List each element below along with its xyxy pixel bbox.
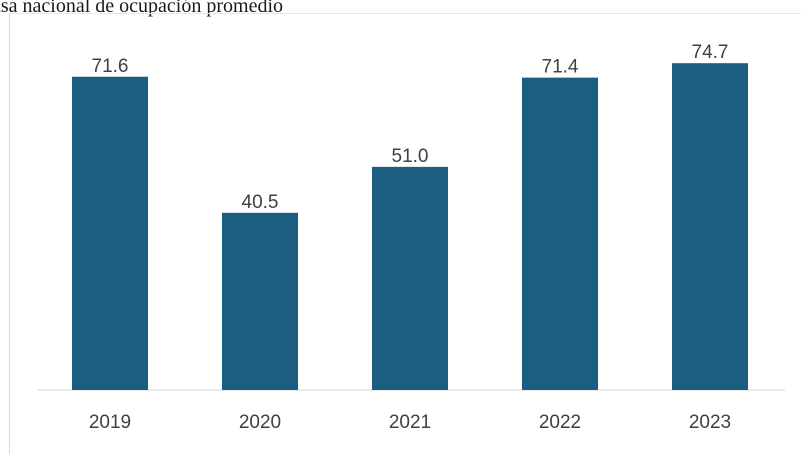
chart-frame [9,13,801,454]
value-label-2021: 51.0 [392,146,429,167]
bar-2022 [522,77,598,390]
x-tick-label-2023: 2023 [689,412,731,433]
x-tick-labels-group: 2019 2020 2021 2022 2023 [89,412,731,433]
value-label-2022: 71.4 [542,57,579,78]
x-tick-label-2019: 2019 [89,412,131,433]
chart-title: asa nacional de ocupación promedio [0,0,283,17]
x-tick-label-2022: 2022 [539,412,581,433]
value-label-2019: 71.6 [92,56,129,77]
value-label-2020: 40.5 [242,192,279,213]
value-label-2023: 74.7 [692,42,729,63]
bars-group [72,63,748,390]
x-tick-label-2021: 2021 [389,412,431,433]
bar-2021 [372,166,448,390]
value-labels-group: 71.6 40.5 51.0 71.4 74.7 [92,42,729,213]
bar-2020 [222,212,298,390]
x-tick-label-2020: 2020 [239,412,281,433]
bar-2019 [72,76,148,390]
bar-2023 [672,63,748,390]
